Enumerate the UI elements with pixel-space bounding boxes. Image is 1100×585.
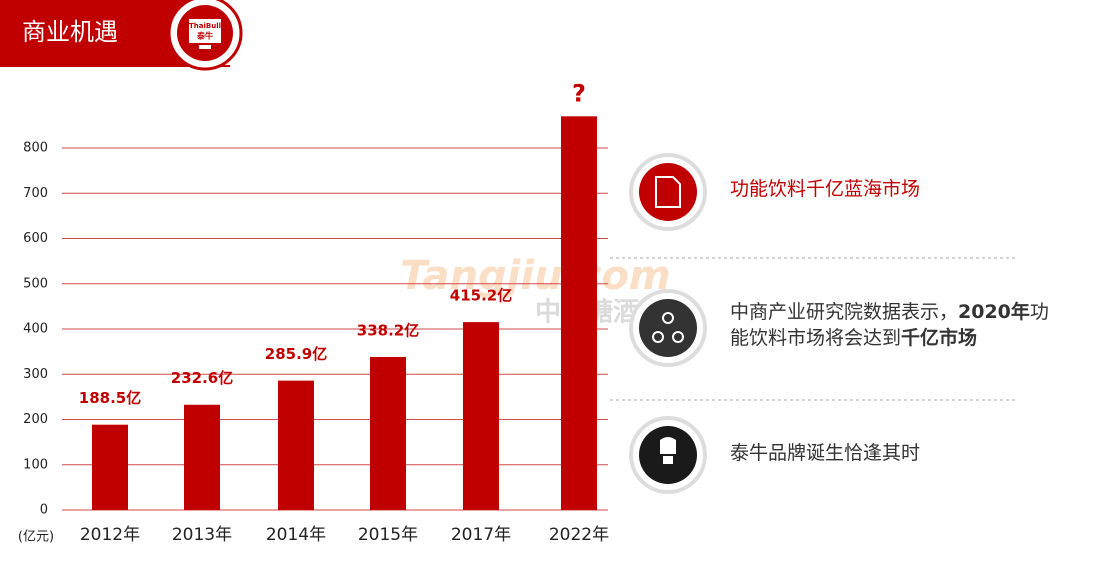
callout-text: 功能饮料千亿蓝海市场	[730, 176, 1050, 202]
value-label: 338.2亿	[357, 321, 419, 339]
value-label: 285.9亿	[265, 345, 327, 363]
header-band	[0, 0, 190, 66]
logo-text: ThaiBull	[189, 22, 221, 30]
icon	[629, 289, 707, 367]
bar	[463, 322, 499, 510]
callout-text: 泰牛品牌诞生恰逢其时	[730, 440, 1050, 466]
callout-text: 中商产业研究院数据表示，2020年功能饮料市场将会达到千亿市场	[730, 299, 1050, 351]
header-title: 商业机遇	[22, 18, 118, 46]
bar	[370, 356, 406, 510]
y-tick-label: 0	[40, 503, 48, 518]
icon	[629, 416, 707, 494]
logo-screen	[189, 19, 221, 43]
annotation: ?	[572, 79, 586, 107]
bar	[92, 424, 128, 510]
x-tick-label: 2017年	[451, 525, 511, 545]
x-tick-label: 2014年	[266, 525, 326, 545]
y-tick-label: 300	[23, 367, 48, 382]
callout-part: 功能饮料千亿蓝海市场	[730, 178, 921, 200]
x-tick-label: 2015年	[358, 525, 418, 545]
callout-part: 千亿市场	[901, 327, 978, 349]
y-tick-label: 500	[23, 276, 48, 291]
value-label: 415.2亿	[450, 287, 512, 305]
value-label: 188.5亿	[79, 389, 141, 407]
watermark: Tangjiu.com	[400, 253, 671, 299]
x-tick-label: 2012年	[80, 525, 140, 545]
callout-part: 功能饮料市场将会达到	[730, 301, 1049, 349]
bar	[184, 404, 220, 510]
logo-stand	[199, 45, 211, 49]
y-tick-label: 200	[23, 412, 48, 427]
y-tick-label: 700	[23, 186, 48, 201]
bar	[278, 380, 314, 510]
y-tick-label: 600	[23, 231, 48, 246]
logo-text: 泰牛	[196, 31, 213, 41]
value-label: 232.6亿	[171, 369, 233, 387]
y-tick-label: 400	[23, 322, 48, 337]
callout-part: 中商产业研究院数据表示，	[730, 301, 959, 323]
callout-part: 2020年	[958, 301, 1030, 323]
y-tick-label: 100	[23, 457, 48, 472]
icon	[629, 153, 707, 231]
callout-part: 泰牛品牌诞生恰逢其时	[730, 442, 921, 464]
bar	[561, 116, 597, 510]
y-tick-label: 800	[23, 141, 48, 156]
x-tick-label: 2013年	[172, 525, 232, 545]
x-tick-label: 2022年	[549, 525, 609, 545]
y-unit: (亿元)	[18, 530, 54, 545]
